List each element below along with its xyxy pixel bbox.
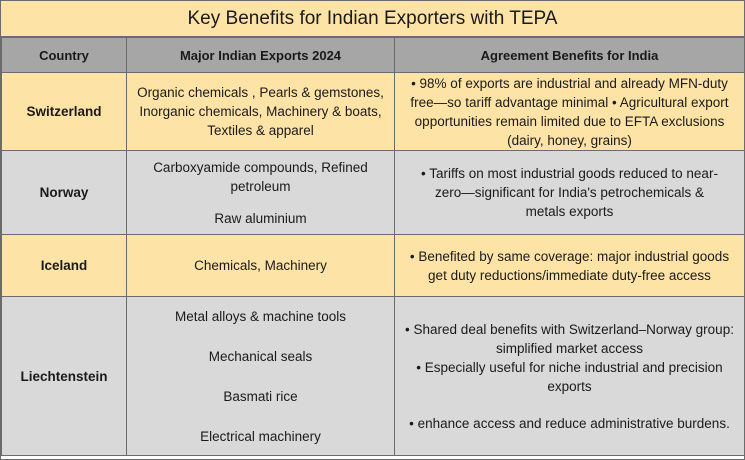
benefits-cell: • Benefited by same coverage: major indu… [394,234,745,297]
benefits-cell: • Shared deal benefits with Switzerland–… [394,296,745,456]
export-item: Electrical machinery [200,428,321,444]
export-item: Mechanical seals [208,348,313,364]
table-row: Norway Carboxyamide compounds, Refined p… [1,150,745,235]
header-row: Country Major Indian Exports 2024 Agreem… [1,37,745,73]
benefit-item: • Shared deal benefits with Switzerland–… [405,321,734,356]
table-row: Iceland Chemicals, Machinery • Benefited… [1,234,745,297]
benefit-item: • enhance access and reduce administrati… [409,415,730,431]
export-item: Basmati rice [223,388,298,404]
table-title: Key Benefits for Indian Exporters with T… [1,1,744,37]
country-cell: Switzerland [1,72,127,151]
benefits-cell: • Tariffs on most industrial goods reduc… [394,150,745,235]
table-row: Switzerland Organic chemicals , Pearls &… [1,72,745,151]
exports-cell: Chemicals, Machinery [126,234,395,297]
country-cell: Liechtenstein [1,296,127,456]
header-benefits: Agreement Benefits for India [394,37,745,73]
benefits-cell: • 98% of exports are industrial and alre… [394,72,745,151]
export-item: Raw aluminium [214,210,307,226]
export-item: Carboxyamide compounds, Refined petroleu… [153,159,368,194]
benefits-table: Country Major Indian Exports 2024 Agreem… [1,37,745,456]
benefit-item: • Especially useful for niche industrial… [416,359,723,394]
header-exports: Major Indian Exports 2024 [126,37,395,73]
exports-cell: Metal alloys & machine tools Mechanical … [126,296,395,456]
exports-cell: Carboxyamide compounds, Refined petroleu… [126,150,395,235]
table-row: Liechtenstein Metal alloys & machine too… [1,296,745,456]
exports-cell: Organic chemicals , Pearls & gemstones, … [126,72,395,151]
export-item: Metal alloys & machine tools [174,308,347,324]
country-cell: Iceland [1,234,127,297]
country-cell: Norway [1,150,127,235]
header-country: Country [1,37,127,73]
